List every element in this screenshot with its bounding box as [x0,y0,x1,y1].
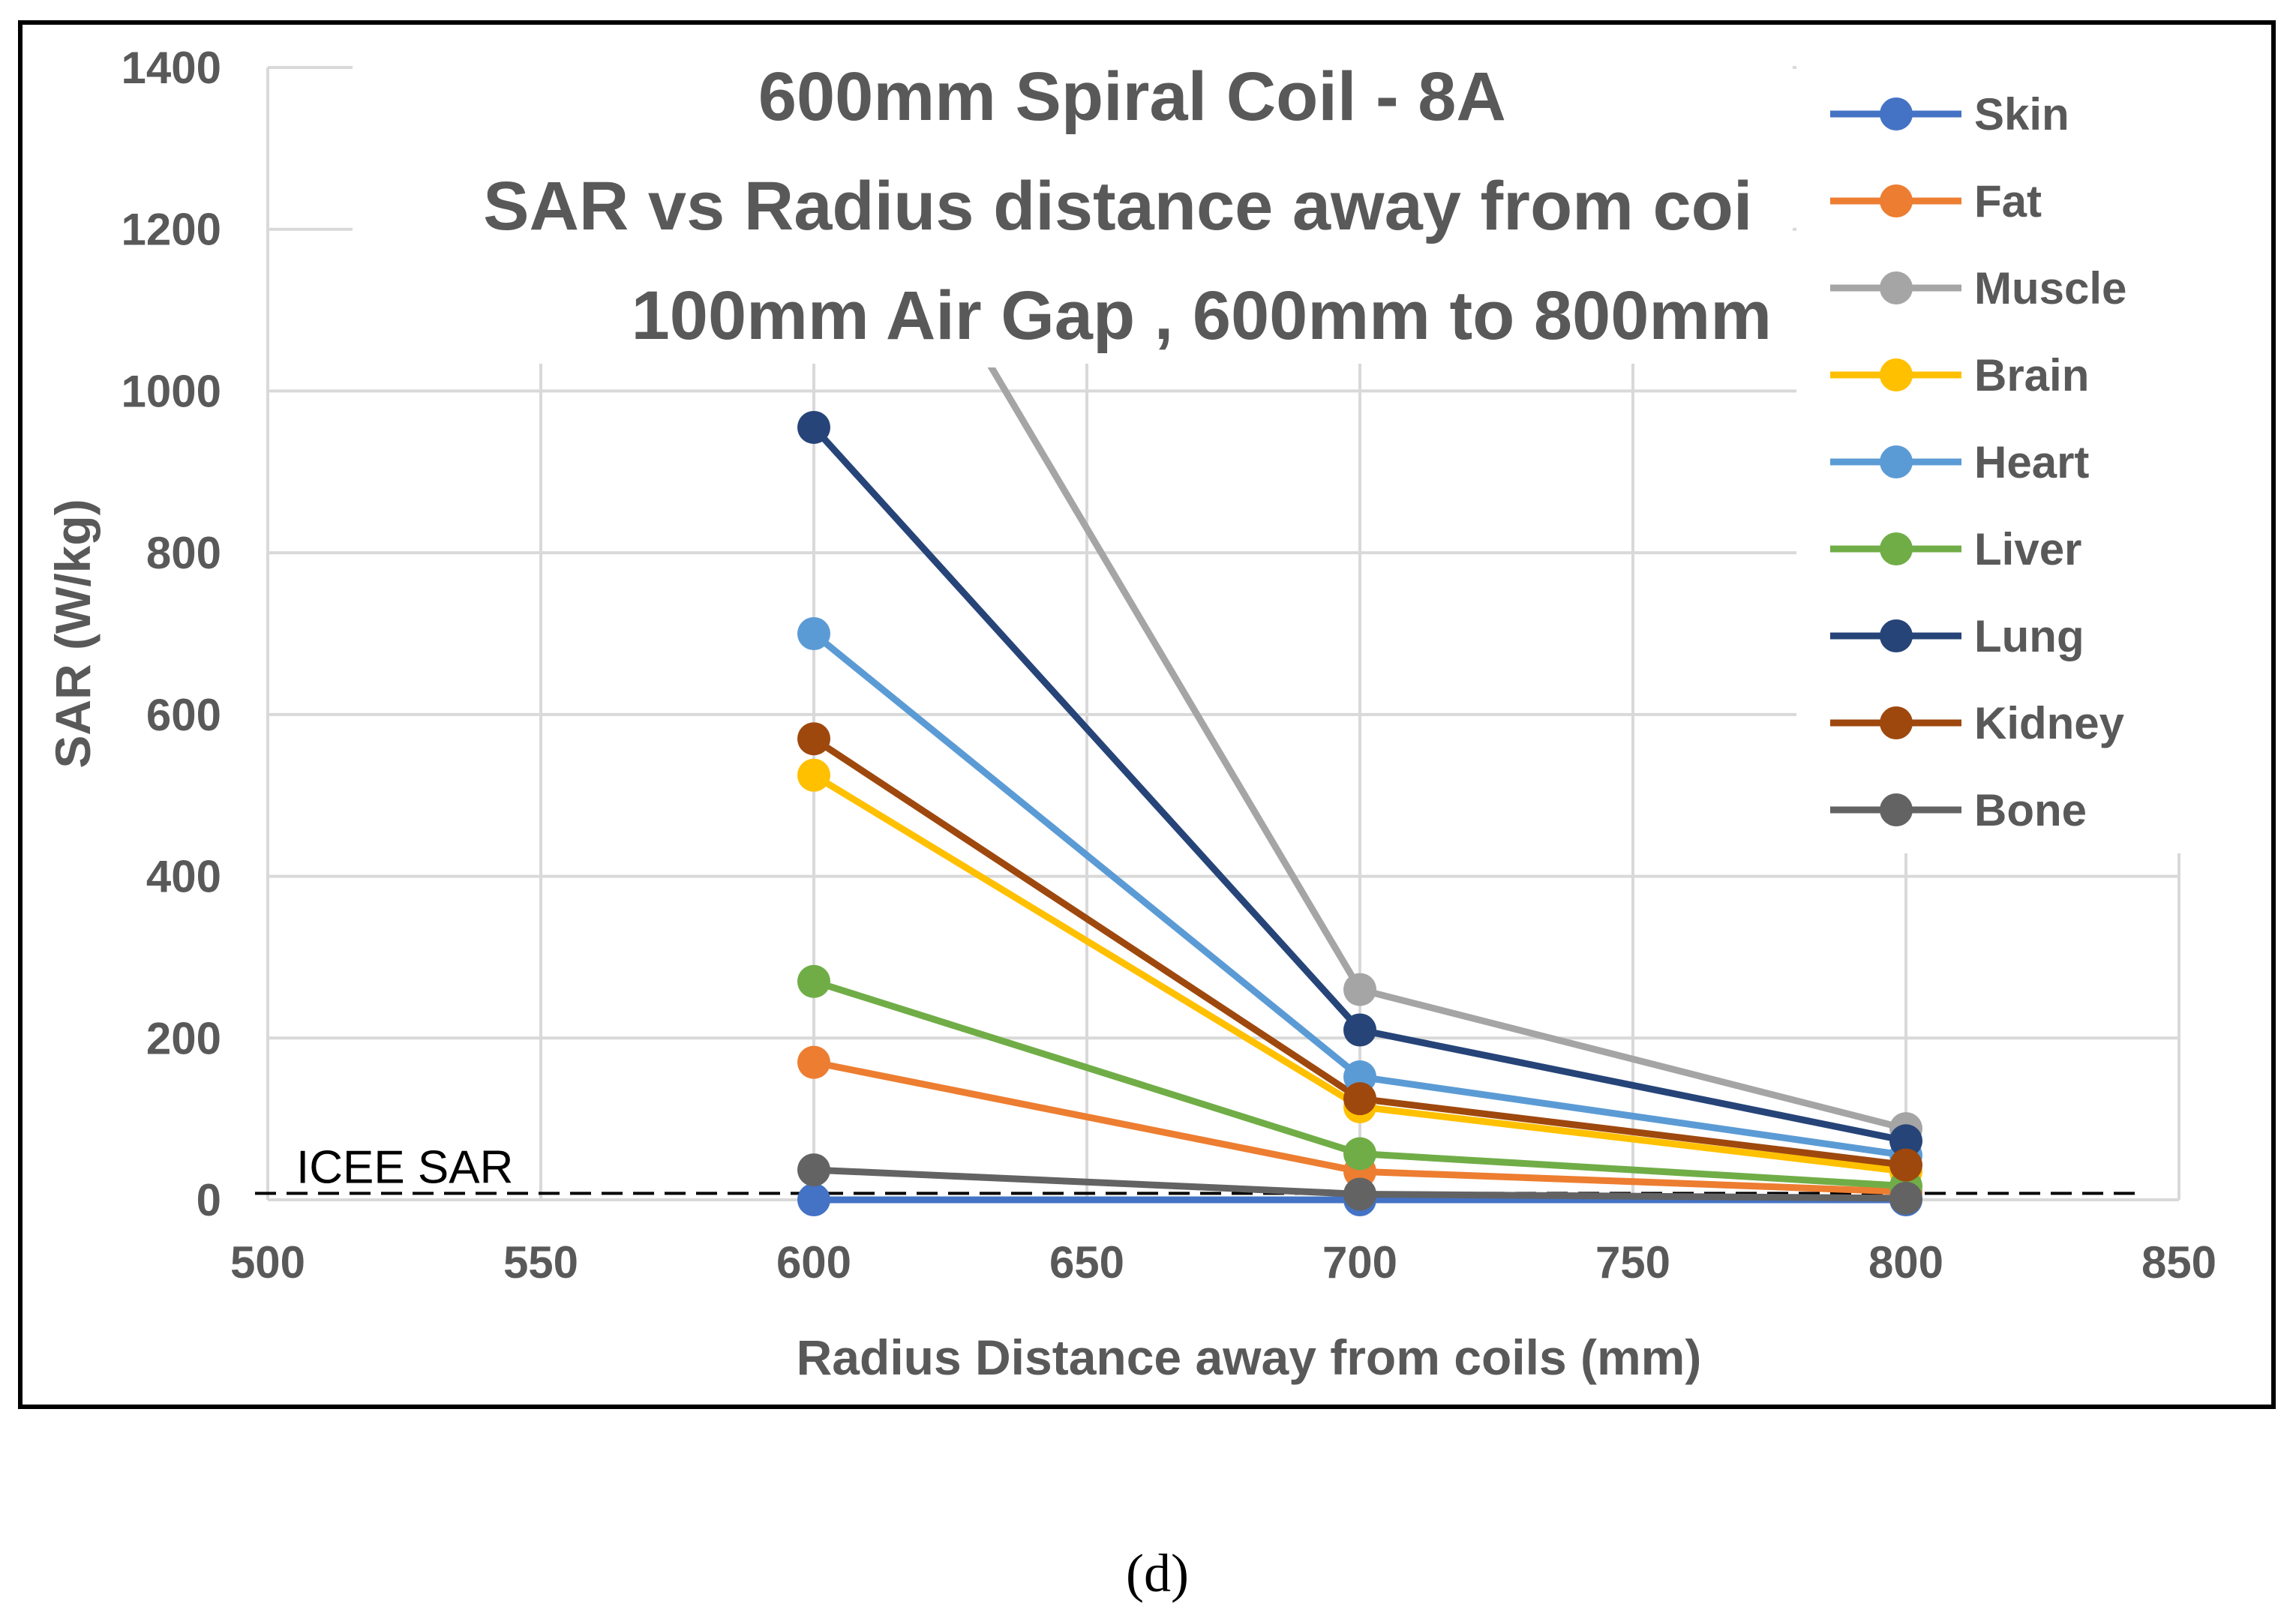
axis-ticks: 0 200 400 600 800 1000 1200 1400 500 550 600 650 700… [122,43,2217,1288]
data-point-muscle [1343,973,1376,1006]
legend-item-lung: Lung [1830,611,2084,661]
data-point-heart [797,617,830,650]
legend-label: Skin [1974,89,2069,139]
legend-label: Brain [1974,350,2089,400]
plot-series [797,367,1922,1216]
legend-marker [1880,271,1913,304]
legend-marker [1880,184,1913,217]
legend-item-muscle: Muscle [1830,263,2126,313]
data-point-liver [1343,1137,1376,1171]
figure-caption: (d) [1126,1543,1189,1603]
legend-item-kidney: Kidney [1830,698,2125,748]
chart-title: 600mm Spiral Coil - 8A SAR vs Radius dis… [483,58,1772,354]
reference-line-group: ICEE SAR [255,1141,2145,1195]
legend-marker [1880,358,1913,391]
legend-label: Liver [1974,524,2081,574]
x-tick-label: 500 [230,1237,305,1288]
data-point-brain [797,758,830,792]
data-point-liver [797,964,830,998]
x-tick-label: 700 [1322,1237,1397,1288]
data-point-bone [797,1153,830,1187]
legend-label: Lung [1974,611,2084,661]
legend-marker [1880,532,1913,565]
legend-item-skin: Skin [1830,89,2069,139]
y-tick-label: 800 [146,528,221,578]
data-point-lung [1343,1013,1376,1047]
y-tick-label: 1000 [122,366,221,416]
x-tick-label: 600 [776,1237,851,1288]
legend-label: Bone [1974,785,2087,835]
legend-marker [1880,97,1913,130]
legend-marker [1880,793,1913,826]
x-tick-label: 800 [1868,1237,1943,1288]
y-tick-label: 600 [146,690,221,740]
x-tick-label: 550 [503,1237,578,1288]
legend-item-heart: Heart [1830,437,2089,487]
data-point-kidney [797,722,830,756]
legend-label: Kidney [1974,698,2125,748]
chart-title-line-3: 100mm Air Gap , 600mm to 800mm [632,277,1772,354]
chart-title-line-1: 600mm Spiral Coil - 8A [758,58,1505,135]
data-point-lung [797,410,830,444]
legend-label: Muscle [1974,263,2126,313]
legend-label: Fat [1974,176,2042,226]
chart-title-line-2: SAR vs Radius distance away from coi [483,168,1752,244]
y-tick-label: 400 [146,852,221,902]
x-tick-label: 750 [1595,1237,1670,1288]
legend-item-bone: Bone [1830,785,2087,835]
y-tick-label: 1400 [122,43,221,93]
data-point-lung [1889,1124,1922,1158]
data-point-kidney [1343,1082,1376,1116]
y-tick-label: 200 [146,1013,221,1063]
legend-item-fat: Fat [1830,176,2042,226]
data-point-bone [1889,1181,1922,1215]
legend-marker [1880,445,1913,478]
legend: Skin Fat Muscle Brain Heart Liver Lung Kidney Bo… [1830,89,2126,835]
reference-line-label: ICEE SAR [296,1141,513,1193]
legend-item-liver: Liver [1830,524,2081,574]
title-background [353,64,1793,364]
data-point-kidney [1889,1148,1922,1182]
data-point-bone [1343,1177,1376,1211]
y-axis-title: SAR (W/kg) [45,499,101,768]
legend-marker [1880,706,1913,739]
data-point-skin [797,1183,830,1216]
x-axis-title: Radius Distance away from coils (mm) [797,1330,1702,1385]
legend-marker [1880,619,1913,652]
data-point-fat [797,1045,830,1079]
y-tick-label: 1200 [122,205,221,255]
x-tick-label: 650 [1049,1237,1124,1288]
x-tick-label: 850 [2141,1237,2216,1288]
legend-item-brain: Brain [1830,350,2089,400]
legend-label: Heart [1974,437,2089,487]
y-tick-label: 0 [197,1175,221,1225]
